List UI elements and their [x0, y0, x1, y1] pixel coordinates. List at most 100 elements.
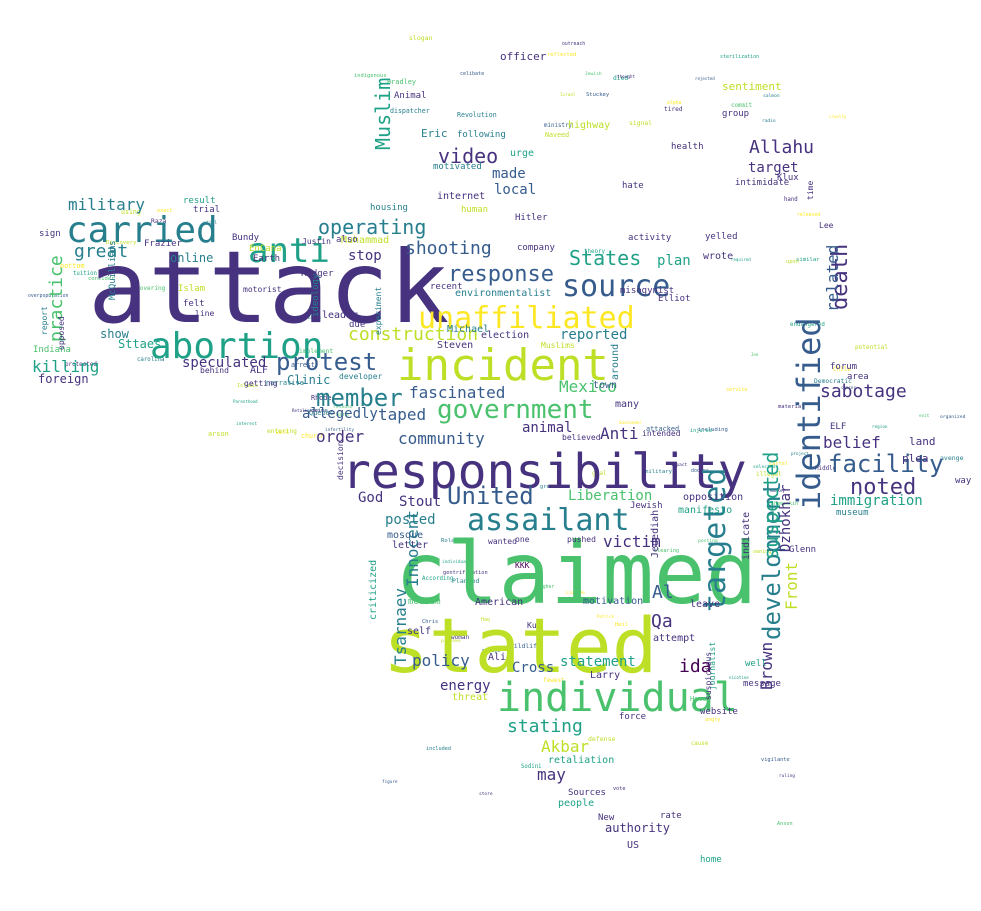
filler-word: Israel — [560, 92, 576, 98]
cloud-word-michael: Michael — [447, 324, 489, 335]
filler-word: Democratic — [814, 378, 852, 385]
filler-word: sent — [275, 429, 290, 436]
filler-word: Santander — [619, 420, 642, 425]
cloud-word-reported: reported — [560, 327, 627, 343]
cloud-word-indiana: Indiana — [33, 345, 71, 355]
cloud-word-area: area — [847, 372, 869, 382]
cloud-word-states: States — [569, 246, 641, 270]
cloud-word-mosque: mosque — [387, 530, 423, 541]
cloud-word-order: order — [316, 427, 365, 446]
cloud-word-statement: statement — [560, 654, 636, 670]
cloud-word-decision: decision — [336, 441, 345, 480]
cloud-word-targeted: targeted — [698, 468, 733, 613]
cloud-word-letter: letter — [392, 540, 428, 551]
cloud-word-self: self — [407, 626, 431, 637]
filler-word: ruling — [779, 773, 795, 779]
filler-word: celibate — [460, 71, 484, 77]
filler-word: service — [726, 387, 747, 393]
filler-word: Chile — [833, 367, 851, 373]
cloud-word-group: group — [722, 109, 749, 119]
cloud-word-housing: housing — [370, 203, 408, 213]
filler-word: included — [426, 746, 451, 752]
cloud-word-forum: forum — [830, 362, 857, 372]
cloud-word-land: land — [909, 435, 936, 448]
filler-word: arson — [208, 430, 229, 438]
cloud-word-muhammad: Muhammad — [341, 235, 389, 246]
filler-word: Sodini — [521, 764, 542, 770]
filler-word: bottom — [60, 262, 85, 270]
filler-word: upon — [786, 259, 799, 265]
filler-word: selected — [753, 464, 776, 470]
cloud-word-result: result — [183, 196, 216, 206]
cloud-word-officer: officer — [500, 50, 547, 63]
cloud-word-posted: posted — [385, 512, 436, 528]
filler-word: Chris — [422, 619, 438, 625]
cloud-word-front: Front — [782, 562, 801, 610]
cloud-word-journalist: journalist — [708, 642, 717, 690]
cloud-word-steven: Steven — [437, 340, 473, 351]
cloud-word-hate: hate — [622, 181, 644, 191]
filler-word: owning — [753, 549, 771, 555]
filler-word: indigenous — [354, 73, 386, 79]
filler-word: police — [482, 648, 500, 654]
cloud-word-one: one — [515, 535, 530, 544]
cloud-word-internet: internet — [437, 191, 485, 202]
cloud-word-military: military — [68, 195, 145, 214]
filler-word: radio — [762, 118, 776, 124]
cloud-word-motivation: motivation — [583, 596, 643, 607]
cloud-word-attack: attack — [88, 229, 449, 346]
cloud-word-leader: leader — [322, 310, 358, 321]
cloud-word-allegedly: allegedly — [302, 406, 378, 422]
cloud-word-islam: Islam — [178, 284, 205, 294]
cloud-word-klux: Klux — [777, 173, 799, 183]
cloud-word-dzhokhar: Dzhokhar — [778, 485, 794, 552]
filler-word: church — [301, 432, 325, 440]
filler-word: grenade — [540, 484, 563, 490]
cloud-word-highway: highway — [568, 120, 610, 131]
cloud-word-operating: operating — [318, 215, 426, 239]
cloud-word-video: video — [438, 144, 498, 168]
cloud-word-incident: incident — [397, 340, 609, 391]
filler-word: outreach — [562, 41, 585, 47]
cloud-word-protest: protest — [276, 348, 377, 376]
cloud-word-al: Al — [652, 582, 674, 603]
cloud-word-time: time — [806, 181, 815, 200]
cloud-word-threat: threat — [452, 692, 488, 703]
cloud-word-sttaes: Sttaes — [118, 337, 161, 351]
cloud-word-indicate: indicate — [741, 512, 752, 560]
cloud-word-community: community — [398, 429, 485, 448]
cloud-word-innocent: Innocent — [403, 510, 422, 587]
cloud-word-museum: museum — [836, 508, 869, 518]
cloud-word-ku: Ku — [527, 621, 537, 630]
filler-word: Stuckey — [586, 92, 610, 98]
cloud-word-suspected: suspected — [759, 452, 783, 560]
filler-word: Patrick — [597, 614, 614, 619]
cloud-word-liberation: Liberation — [568, 488, 652, 504]
filler-word: monkey — [770, 488, 785, 493]
cloud-word-lee: Lee — [819, 221, 834, 230]
cloud-word-tsarnaev: Tsarnaev — [391, 588, 410, 665]
cloud-word-wrote: wrote — [703, 251, 733, 262]
cloud-word-allahu: Allahu — [749, 137, 814, 158]
cloud-word-opposed: opposed — [57, 316, 66, 350]
filler-word: entering — [267, 428, 297, 435]
cloud-word-report: report — [40, 306, 49, 335]
filler-word: individuals — [442, 559, 471, 565]
cloud-word-recent: recent — [430, 282, 463, 292]
cloud-word-intimidate: intimidate — [735, 178, 789, 188]
filler-word: overpopulation — [28, 293, 69, 299]
filler-word: hand — [784, 197, 798, 203]
filler-word: Liquide — [566, 590, 585, 596]
filler-word: woman — [451, 634, 469, 641]
filler-word: Fairbanks — [297, 315, 322, 321]
cloud-word-animal: animal — [522, 420, 573, 436]
cloud-word-claimed: claimed — [395, 524, 757, 624]
cloud-word-new: New — [598, 813, 615, 823]
cloud-word-muslims: Muslims — [541, 341, 575, 350]
filler-word: provoke — [441, 638, 461, 644]
cloud-word-rate: rate — [660, 811, 682, 821]
cloud-word-earth: Earth — [253, 254, 280, 264]
cloud-word-mexico: Mexico — [559, 377, 617, 396]
filler-word: potential — [855, 344, 888, 351]
cloud-word-identified: identified — [790, 317, 828, 510]
